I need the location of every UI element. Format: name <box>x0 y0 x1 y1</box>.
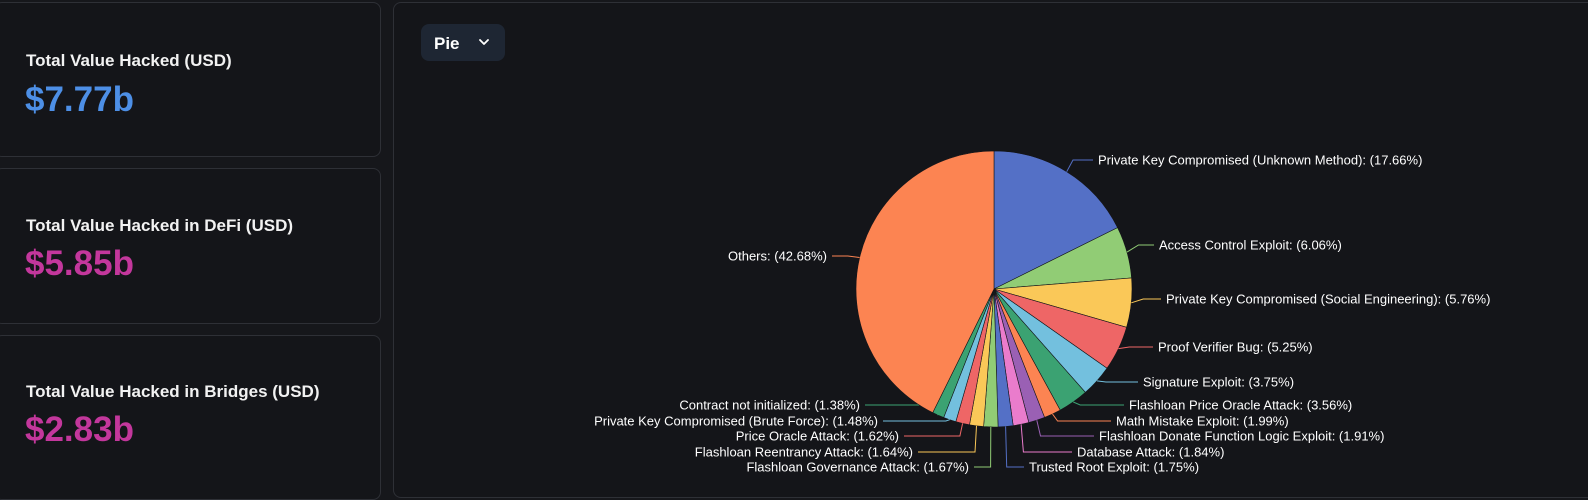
chevron-down-icon <box>479 39 489 45</box>
pie-slice-label: Private Key Compromised (Social Engineer… <box>1166 292 1490 307</box>
pie-slice-label: Flashloan Governance Attack: (1.67%) <box>746 460 969 475</box>
pie-slice-label: Flashloan Price Oracle Attack: (3.56%) <box>1129 398 1352 413</box>
pie-slice[interactable] <box>855 150 995 414</box>
pie-slice-label: Contract not initialized: (1.38%) <box>679 398 860 413</box>
pie-slice-label: Private Key Compromised (Brute Force): (… <box>594 414 878 429</box>
pie-slice-label: Price Oracle Attack: (1.62%) <box>736 429 899 444</box>
pie-leader-line <box>904 423 964 437</box>
pie-leader-line <box>1118 346 1153 350</box>
pie-slice-label: Database Attack: (1.84%) <box>1077 445 1224 460</box>
pie-slice-label: Access Control Exploit: (6.06%) <box>1159 238 1342 253</box>
pie-slice-label: Math Mistake Exploit: (1.99%) <box>1116 414 1289 429</box>
pie-leader-line <box>1126 244 1154 253</box>
pie-slice-label: Private Key Compromised (Unknown Method)… <box>1098 153 1422 168</box>
pie-leader-line <box>974 426 992 468</box>
stat-label: Total Value Hacked (USD) <box>26 51 232 70</box>
pie-slice-label: Signature Exploit: (3.75%) <box>1143 375 1294 390</box>
chart-type-select[interactable]: Pie <box>421 24 505 61</box>
pie-leader-line <box>1096 380 1138 383</box>
pie-leader-line <box>1052 413 1111 422</box>
pie-leader-line <box>1020 424 1072 453</box>
pie-leader-line <box>1073 401 1124 406</box>
pie-leader-line <box>832 255 860 258</box>
stat-card-defi: Total Value Hacked in DeFi (USD) $5.85b <box>0 168 381 324</box>
stat-value: $2.83b <box>25 410 134 449</box>
stat-label: Total Value Hacked in DeFi (USD) <box>26 216 294 235</box>
stat-card-bridges: Total Value Hacked in Bridges (USD) $2.8… <box>0 335 381 500</box>
stat-value: $5.85b <box>25 244 134 283</box>
pie-leader-line <box>1036 420 1094 437</box>
pie-leader-line <box>1005 426 1024 468</box>
pie-leader-line <box>1131 298 1161 304</box>
pie-slice-label: Trusted Root Exploit: (1.75%) <box>1029 460 1199 475</box>
stat-value: $7.77b <box>25 80 134 119</box>
pie-slice-label: Proof Verifier Bug: (5.25%) <box>1158 340 1313 355</box>
pie-leader-line <box>1066 159 1093 172</box>
pie-slice-label: Flashloan Reentrancy Attack: (1.64%) <box>695 445 913 460</box>
pie-leader-line <box>918 425 977 453</box>
pie-slice[interactable] <box>993 150 1118 290</box>
pie-slice-label: Others: (42.68%) <box>728 249 827 264</box>
stat-card-total: Total Value Hacked (USD) $7.77b <box>0 2 381 157</box>
chart-type-label: Pie <box>434 34 460 53</box>
stat-label: Total Value Hacked in Bridges (USD) <box>26 382 320 401</box>
pie-slice-label: Flashloan Donate Function Logic Exploit:… <box>1099 429 1384 444</box>
pie-leader-line <box>883 419 950 422</box>
